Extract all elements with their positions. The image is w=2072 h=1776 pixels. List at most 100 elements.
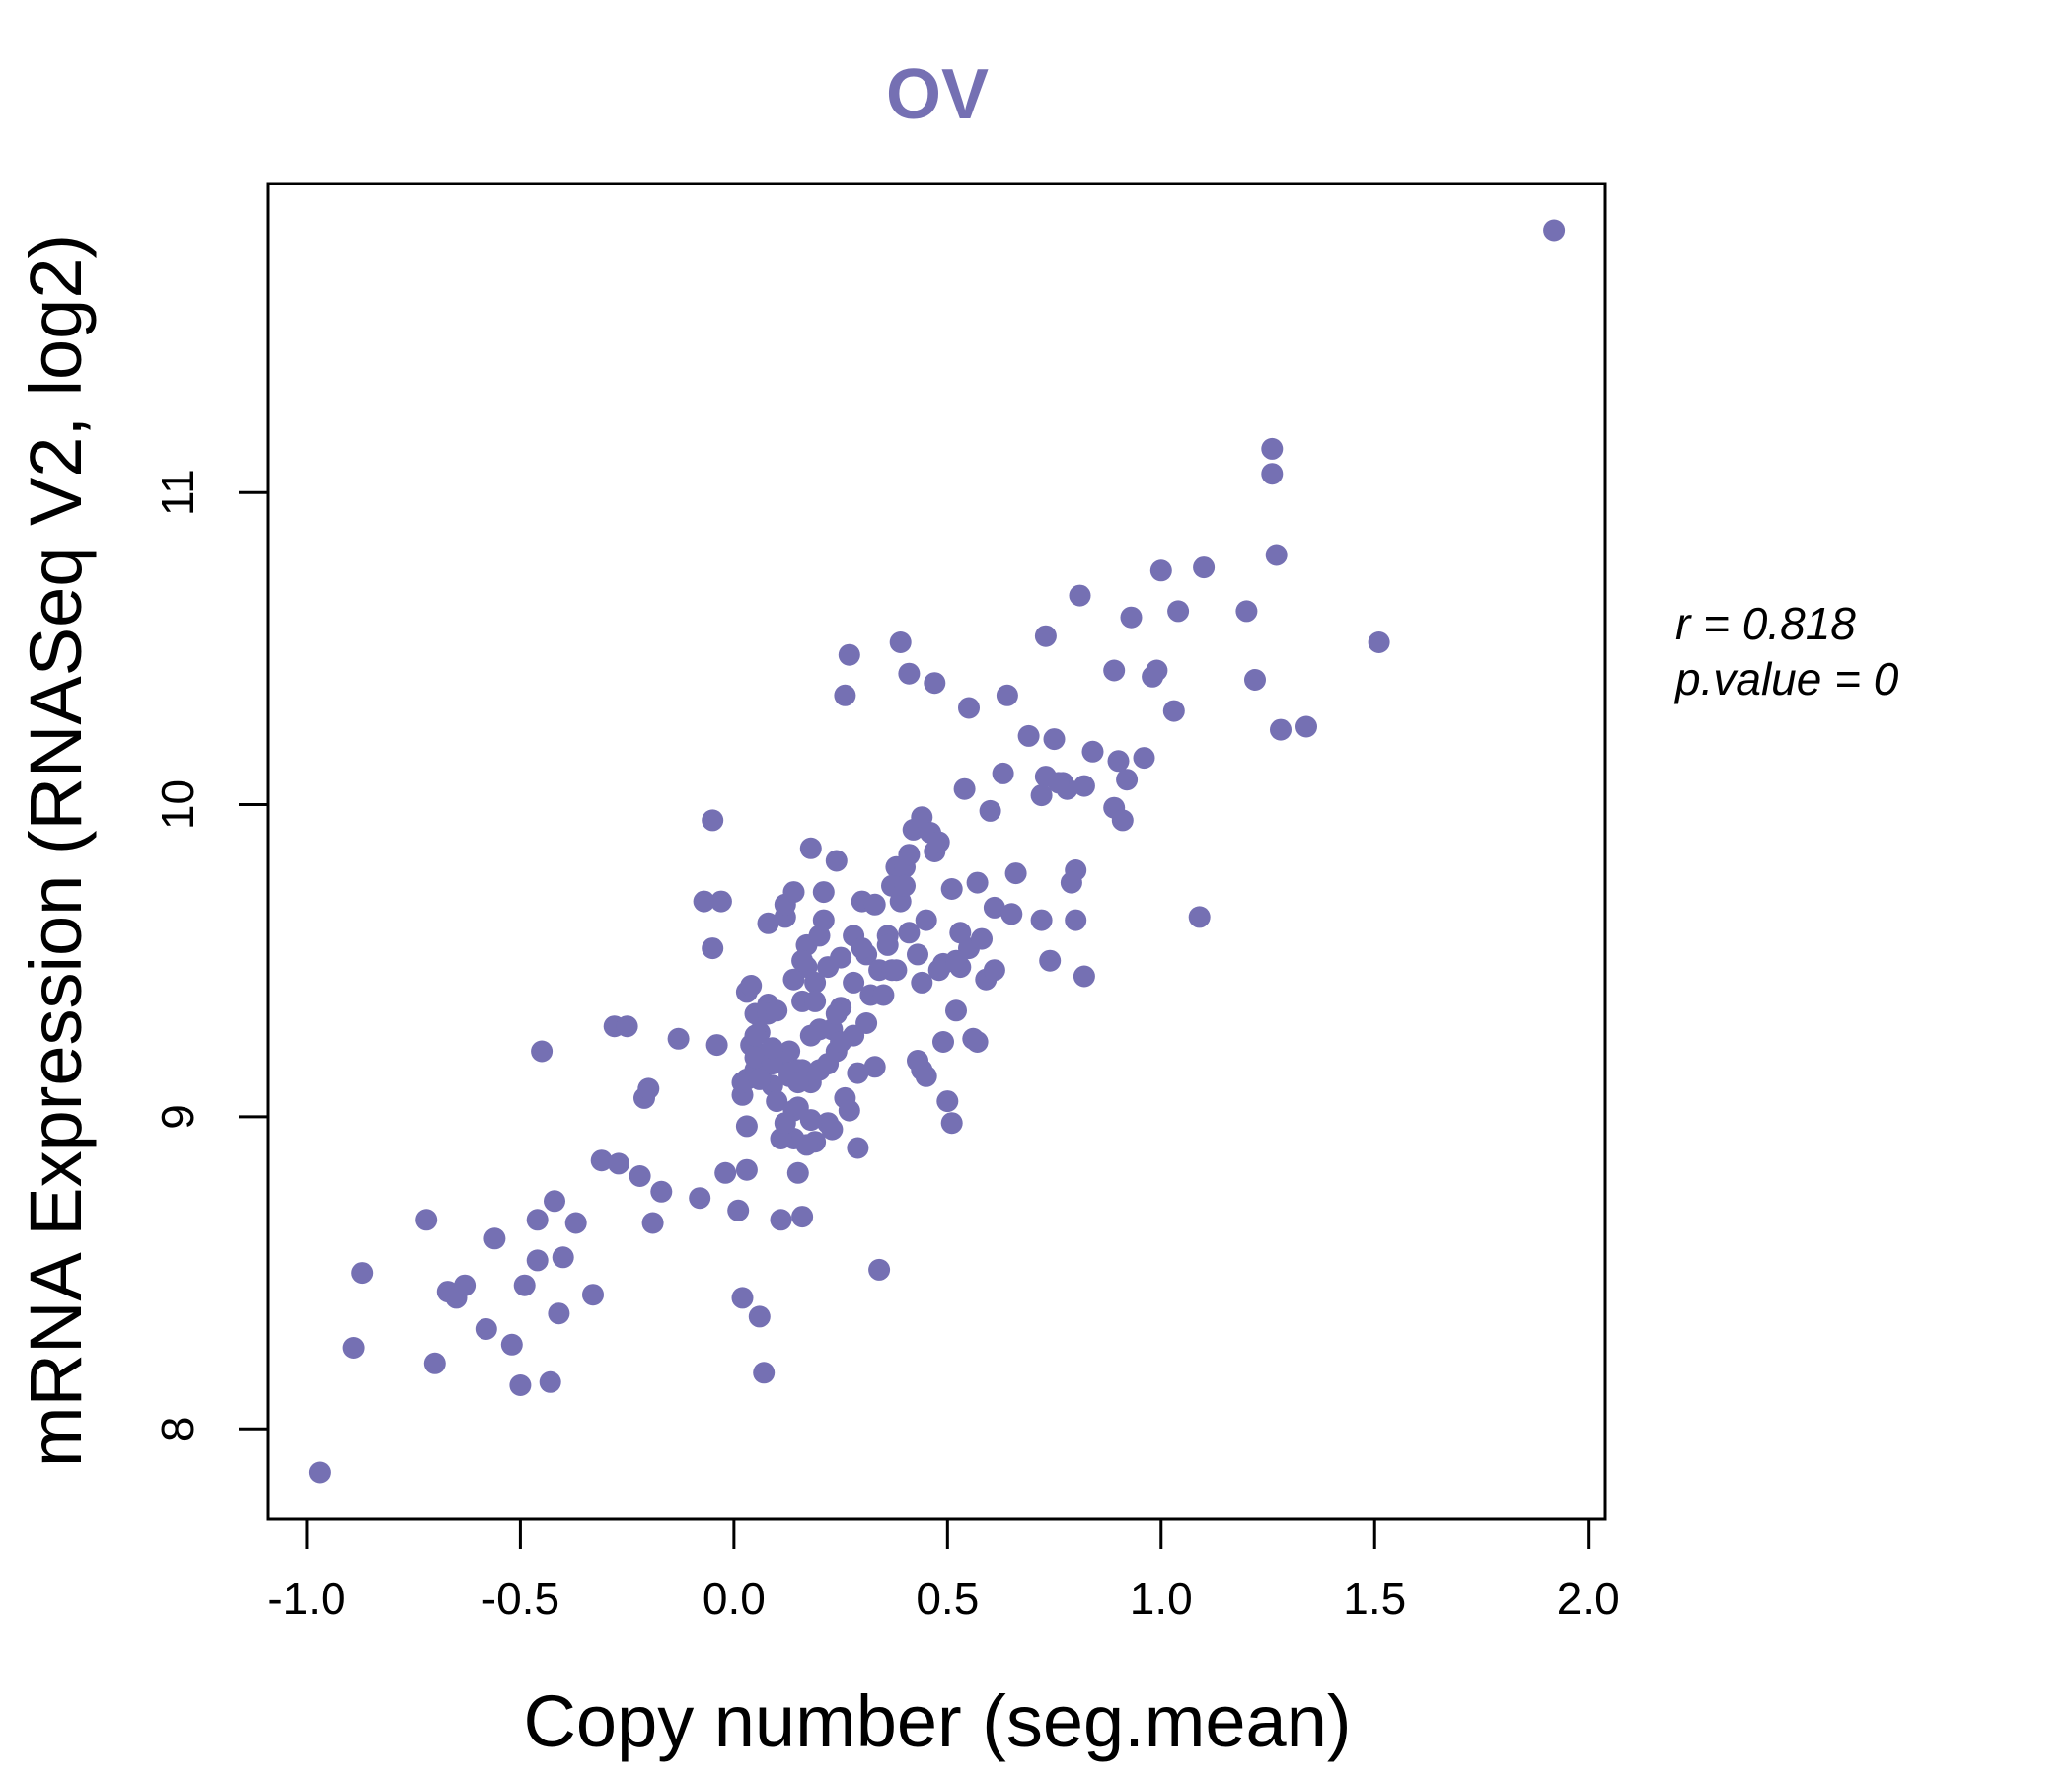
data-point — [838, 1099, 860, 1122]
data-point — [838, 643, 860, 666]
data-point — [927, 831, 950, 853]
data-point — [863, 1056, 886, 1078]
data-point — [940, 1112, 963, 1135]
data-point — [971, 927, 993, 950]
data-point — [454, 1274, 477, 1296]
data-point — [509, 1374, 532, 1396]
data-point — [924, 672, 946, 695]
data-point — [1034, 625, 1057, 647]
data-point — [1167, 600, 1190, 623]
data-point — [744, 1024, 767, 1047]
data-point — [1146, 659, 1168, 682]
data-point — [629, 1165, 651, 1187]
data-point — [958, 697, 980, 719]
data-point — [415, 1209, 438, 1231]
data-point — [735, 1158, 758, 1181]
data-point — [804, 971, 827, 994]
data-point — [1188, 906, 1211, 928]
data-point — [753, 1362, 776, 1384]
data-point — [825, 850, 848, 872]
y-tick-label: 11 — [152, 469, 203, 516]
x-tick-label: -1.0 — [267, 1573, 345, 1624]
data-point — [812, 881, 835, 904]
data-point — [949, 922, 972, 944]
data-point — [526, 1249, 549, 1272]
data-point — [791, 1206, 814, 1228]
data-point — [308, 1461, 331, 1484]
p-value-label: p.value = 0 — [1673, 653, 1899, 704]
data-point — [1073, 775, 1095, 797]
data-point — [1543, 219, 1566, 242]
data-point — [1043, 728, 1066, 751]
data-point — [894, 874, 916, 897]
data-point — [702, 937, 724, 960]
data-point — [693, 890, 715, 913]
y-tick-label: 8 — [152, 1417, 203, 1443]
data-point — [1265, 544, 1288, 566]
data-point — [548, 1302, 570, 1325]
data-point — [1295, 715, 1317, 738]
data-point — [996, 684, 1018, 706]
data-point — [825, 1002, 848, 1025]
data-point — [748, 1068, 771, 1090]
correlation-r-label: r = 0.818 — [1675, 598, 1856, 649]
data-point — [885, 959, 908, 982]
data-point — [851, 937, 873, 960]
y-tick-label: 10 — [152, 779, 203, 830]
data-point — [1120, 606, 1143, 629]
data-point — [1368, 631, 1390, 653]
data-point — [847, 1062, 869, 1084]
data-point — [1116, 769, 1139, 791]
data-point — [889, 631, 912, 653]
data-point — [616, 1015, 638, 1038]
y-tick-label: 9 — [152, 1104, 203, 1130]
data-point — [907, 943, 928, 966]
data-point — [1133, 747, 1155, 770]
data-point — [766, 1090, 788, 1113]
data-point — [795, 1134, 818, 1156]
data-point — [936, 1090, 959, 1113]
data-point — [821, 1118, 844, 1141]
data-point — [804, 990, 827, 1012]
data-point — [351, 1262, 374, 1285]
data-point — [1235, 600, 1258, 623]
data-point — [898, 844, 921, 866]
x-axis: -1.0 -0.5 0.0 0.5 1.0 1.5 2.0 — [267, 1517, 1620, 1624]
data-point — [500, 1333, 523, 1356]
data-point — [590, 1149, 613, 1172]
data-point — [992, 762, 1014, 784]
data-point — [1073, 965, 1095, 988]
data-point — [778, 1040, 801, 1063]
data-point — [731, 1287, 754, 1309]
data-point — [786, 1161, 809, 1184]
data-point — [1017, 724, 1040, 747]
data-point — [945, 999, 967, 1022]
data-point — [855, 1012, 878, 1034]
data-point — [1111, 809, 1134, 832]
data-point — [761, 1053, 783, 1075]
data-point — [483, 1227, 506, 1250]
data-point — [667, 1027, 690, 1050]
data-point — [911, 971, 933, 994]
data-point — [774, 1112, 796, 1135]
data-point — [966, 871, 989, 894]
data-point — [714, 1161, 737, 1184]
data-point — [748, 1305, 771, 1328]
data-point — [582, 1284, 604, 1306]
data-point — [843, 971, 865, 994]
data-point — [731, 1072, 754, 1094]
y-axis-title: mRNA Expression (RNASeq V2, log2) — [15, 234, 97, 1467]
data-point — [766, 999, 788, 1022]
x-tick-label: 1.0 — [1130, 1573, 1193, 1624]
data-point — [727, 1199, 750, 1221]
data-point — [1060, 871, 1082, 894]
data-point — [872, 984, 895, 1006]
data-point — [709, 890, 732, 913]
data-point — [757, 912, 779, 934]
data-point — [898, 662, 921, 685]
x-tick-label: 0.5 — [916, 1573, 979, 1624]
data-point — [770, 1209, 792, 1231]
data-point — [564, 1212, 587, 1234]
